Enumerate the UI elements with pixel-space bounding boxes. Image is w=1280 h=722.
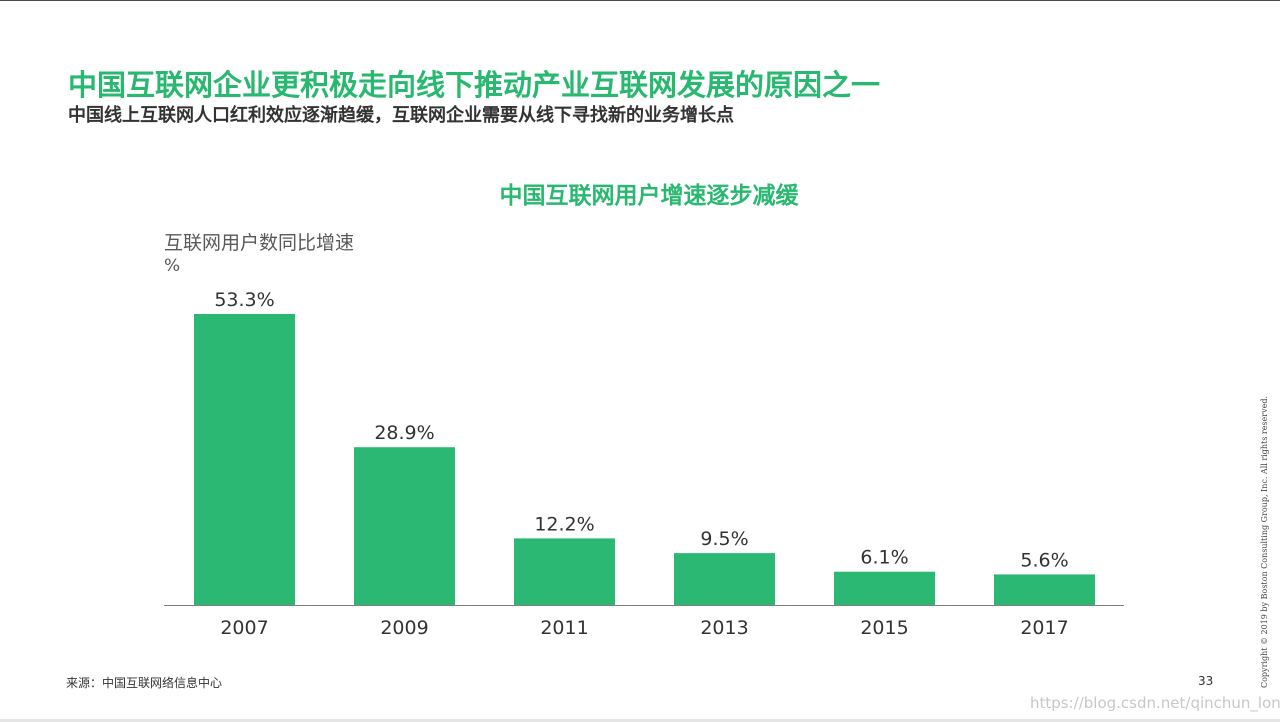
x-tick-2015: 2015 bbox=[860, 617, 908, 639]
value-label-2007: 53.3% bbox=[214, 289, 274, 311]
watermark-link[interactable]: https://blog.csdn.net/qinchun_long bbox=[1030, 694, 1280, 712]
y-axis-label: 互联网用户数同比增速 bbox=[164, 232, 355, 254]
x-tick-2007: 2007 bbox=[220, 617, 268, 639]
bar-2009 bbox=[354, 447, 455, 605]
bar-2007 bbox=[194, 314, 295, 605]
bottom-rule bbox=[0, 719, 1280, 722]
chart-title: 中国互联网用户增速逐步减缓 bbox=[499, 183, 799, 209]
source-note: 来源：中国互联网络信息中心 bbox=[66, 676, 223, 690]
page-subtitle: 中国线上互联网人口红利效应逐渐趋缓，互联网企业需要从线下寻找新的业务增长点 bbox=[68, 105, 734, 126]
page-title: 中国互联网企业更积极走向线下推动产业互联网发展的原因之一 bbox=[68, 68, 881, 102]
value-label-2011: 12.2% bbox=[534, 513, 594, 535]
bar-2017 bbox=[994, 574, 1095, 605]
x-tick-2009: 2009 bbox=[380, 617, 428, 639]
bar-2013 bbox=[674, 553, 775, 605]
bar-2011 bbox=[514, 538, 615, 605]
page-number: 33 bbox=[1198, 674, 1214, 688]
x-tick-2013: 2013 bbox=[700, 617, 748, 639]
value-label-2015: 6.1% bbox=[860, 547, 908, 569]
top-rule bbox=[0, 0, 1280, 1]
bar-2015 bbox=[834, 571, 935, 605]
x-tick-2011: 2011 bbox=[540, 617, 588, 639]
y-axis-unit: % bbox=[164, 256, 181, 276]
value-label-2009: 28.9% bbox=[374, 422, 434, 444]
value-label-2013: 9.5% bbox=[700, 528, 748, 550]
copyright-notice: Copyright © 2019 by Boston Consulting Gr… bbox=[1260, 395, 1269, 688]
x-tick-2017: 2017 bbox=[1020, 617, 1068, 639]
value-label-2017: 5.6% bbox=[1020, 549, 1068, 571]
